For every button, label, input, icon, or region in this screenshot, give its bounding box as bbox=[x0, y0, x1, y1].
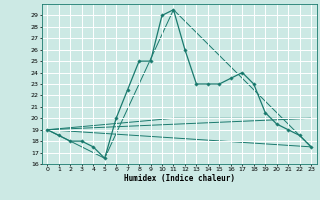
X-axis label: Humidex (Indice chaleur): Humidex (Indice chaleur) bbox=[124, 174, 235, 183]
